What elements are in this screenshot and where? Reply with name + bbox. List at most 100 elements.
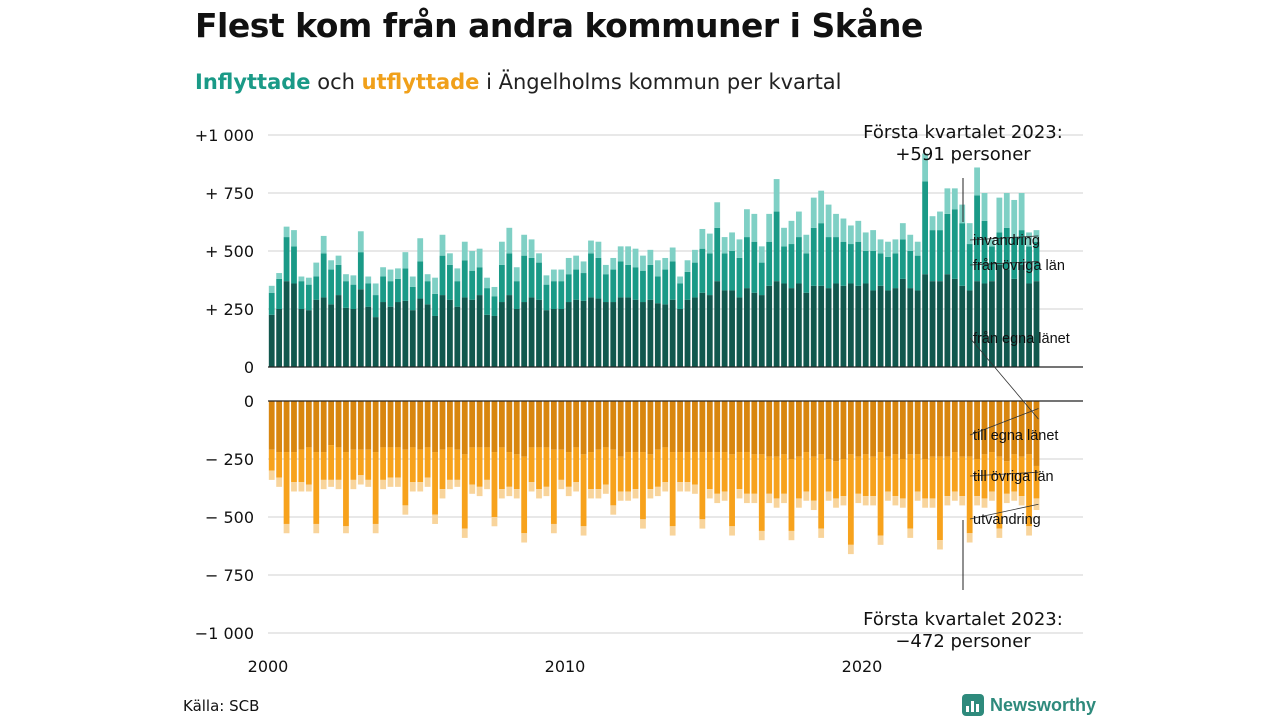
bar-segment — [313, 401, 320, 453]
bar-segment — [706, 401, 713, 453]
bar-segment — [951, 209, 958, 279]
bar-segment — [610, 401, 617, 450]
bar-segment — [855, 241, 862, 286]
bar-segment — [781, 246, 787, 284]
bar-segment — [781, 401, 787, 455]
bar-segment — [758, 246, 765, 263]
bar-segment — [751, 401, 758, 455]
bar-segment — [736, 489, 743, 499]
bar-segment — [840, 241, 847, 286]
bar-segment — [981, 401, 988, 455]
bar-segment — [595, 241, 602, 258]
bar-segment — [632, 401, 639, 453]
bar-segment — [335, 479, 342, 490]
bar-segment — [565, 401, 572, 453]
bar-segment — [944, 274, 951, 367]
subtitle-utflyttade: utflyttade — [361, 70, 480, 94]
source-label: Källa: SCB — [183, 697, 260, 715]
bar-segment — [528, 257, 535, 298]
bar-segment — [343, 307, 349, 367]
bar-segment — [966, 290, 973, 367]
bar-segment — [1026, 246, 1032, 284]
bar-segment — [989, 452, 995, 492]
bottom-callout-line2: −472 personer — [895, 631, 1031, 652]
bar-segment — [840, 459, 847, 497]
y-tick-label: − 250 — [205, 450, 254, 469]
bar-segment — [565, 274, 572, 303]
bar-segment — [1003, 461, 1010, 494]
bar-segment — [536, 401, 542, 448]
bar-segment — [892, 239, 899, 254]
bar-segment — [818, 190, 825, 224]
x-tick-label: 2000 — [248, 657, 289, 676]
bar-segment — [1026, 232, 1032, 247]
bar-segment — [298, 449, 305, 483]
bar-segment — [706, 295, 713, 367]
bar-segment — [602, 401, 609, 448]
bar-segment — [484, 277, 490, 289]
bar-segment — [677, 452, 683, 483]
bar-segment — [372, 401, 379, 453]
bar-segment — [662, 447, 669, 483]
bar-segment — [877, 535, 884, 545]
bar-segment — [268, 285, 275, 293]
bar-segment — [944, 496, 951, 506]
bar-segment — [640, 452, 646, 520]
bar-segment — [402, 401, 409, 450]
bar-segment — [491, 401, 498, 453]
bar-segment — [989, 239, 995, 247]
bar-segment — [343, 401, 349, 453]
bar-segment — [328, 479, 335, 487]
bar-segment — [795, 498, 802, 508]
bar-segment — [706, 452, 713, 490]
bar-segment — [602, 447, 609, 485]
bar-segment — [536, 299, 542, 367]
bar-segment — [692, 249, 698, 263]
bar-segment — [558, 449, 565, 480]
bar-segment — [640, 270, 646, 303]
bar-segment — [558, 479, 565, 490]
bar-segment — [521, 255, 528, 303]
bar-segment — [439, 255, 446, 296]
bar-segment — [454, 268, 461, 282]
bar-segment — [781, 283, 787, 367]
bar-segment — [625, 264, 632, 298]
bar-segment — [491, 296, 498, 316]
bar-segment — [528, 482, 535, 492]
bar-segment — [506, 295, 513, 367]
bar-segment — [565, 302, 572, 367]
bar-segment — [565, 257, 572, 275]
bar-segment — [617, 491, 624, 501]
bar-segment — [669, 247, 676, 262]
bar-segment — [357, 401, 364, 450]
bar-segment — [1026, 401, 1032, 455]
bar-segment — [810, 456, 817, 501]
bar-segment — [714, 227, 721, 282]
bar-segment — [699, 401, 706, 453]
bar-segment — [729, 232, 735, 251]
bar-segment — [1003, 401, 1010, 462]
bar-segment — [491, 315, 498, 367]
bar-segment — [751, 241, 758, 293]
bar-segment — [343, 274, 349, 282]
bar-segment — [320, 253, 327, 298]
bar-segment — [699, 292, 706, 367]
bar-segment — [966, 533, 973, 543]
bar-segment — [721, 253, 728, 291]
bar-segment — [729, 526, 735, 536]
bar-segment — [914, 255, 921, 291]
bar-segment — [914, 454, 921, 492]
bar-segment — [1018, 264, 1025, 367]
bar-segment — [372, 283, 379, 296]
bar-segment — [580, 401, 587, 455]
bar-segment — [736, 257, 743, 298]
bar-segment — [937, 540, 943, 550]
bar-segment — [714, 401, 721, 453]
bar-segment — [922, 181, 929, 275]
bar-segment — [974, 167, 980, 196]
chart-subtitle: Inflyttade och utflyttade i Ängelholms k… — [195, 70, 842, 94]
label-leader — [969, 408, 1039, 436]
bar-segment — [966, 244, 973, 291]
bar-segment — [640, 519, 646, 529]
bar-segment — [506, 227, 513, 254]
